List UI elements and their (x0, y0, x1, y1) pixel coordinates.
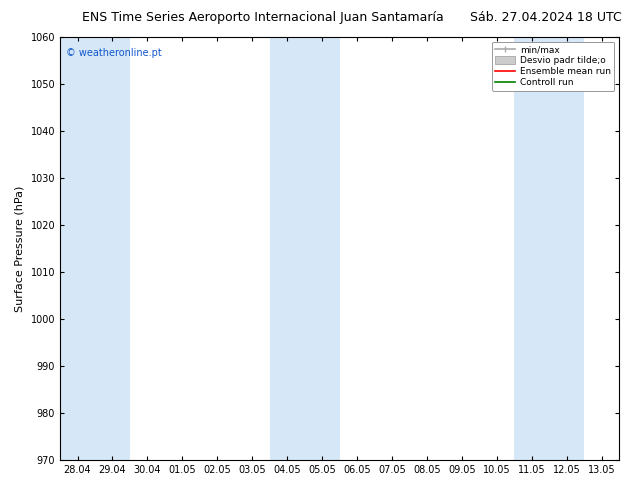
Bar (95, 37, 130, 460)
Bar (269, 37, 304, 460)
Bar (549, 37, 584, 460)
Y-axis label: Surface Pressure (hPa): Surface Pressure (hPa) (15, 185, 25, 312)
Bar (514, 37, 549, 460)
Text: ENS Time Series Aeroporto Internacional Juan Santamaría: ENS Time Series Aeroporto Internacional … (82, 11, 444, 24)
Bar (60, 37, 95, 460)
Text: © weatheronline.pt: © weatheronline.pt (66, 48, 162, 58)
Legend: min/max, Desvio padr tilde;o, Ensemble mean run, Controll run: min/max, Desvio padr tilde;o, Ensemble m… (492, 42, 614, 91)
Text: Sáb. 27.04.2024 18 UTC: Sáb. 27.04.2024 18 UTC (470, 11, 621, 24)
Bar (304, 37, 340, 460)
